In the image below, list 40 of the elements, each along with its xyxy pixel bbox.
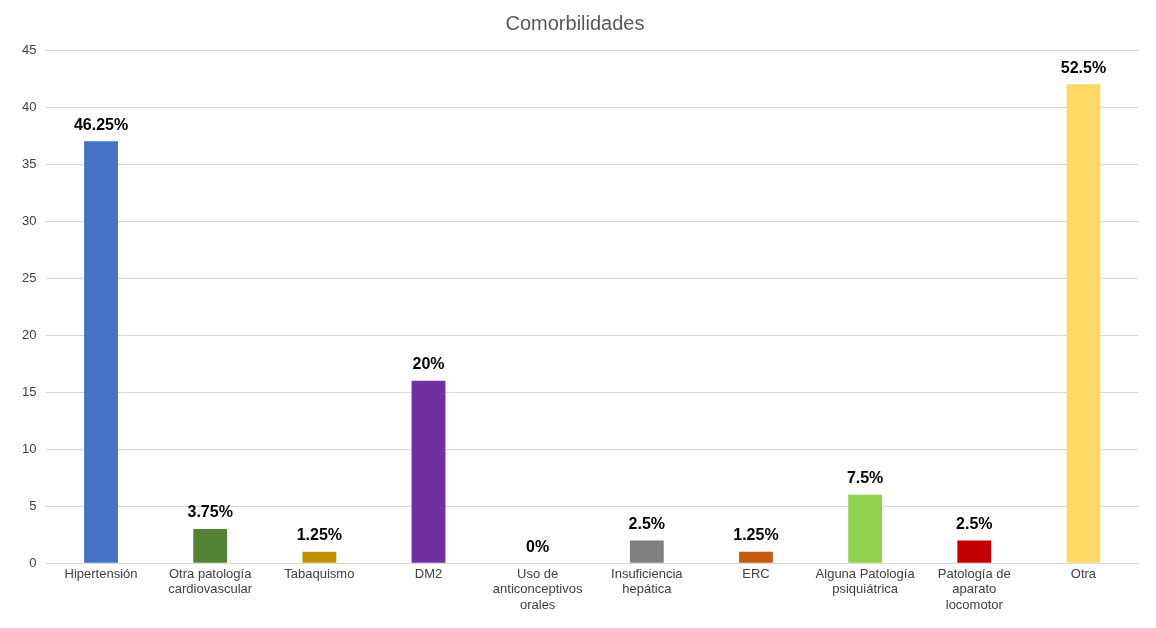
bar	[629, 540, 664, 563]
x-tick-label: Patología de aparato locomotor	[937, 565, 1011, 612]
annotation: 20%	[412, 355, 445, 373]
y-tick-label: 10	[21, 440, 37, 456]
bar	[1066, 84, 1101, 563]
bar	[739, 551, 773, 563]
annotation: 52.5%	[1060, 58, 1107, 76]
bar	[848, 494, 883, 563]
x-tick-label: DM2	[414, 565, 443, 581]
annotation: 1.25%	[296, 526, 343, 544]
y-tick-label: 30	[21, 212, 37, 228]
bar	[957, 540, 992, 563]
x-tick-label: Tabaquismo	[284, 565, 355, 581]
x-tick-label: ERC	[742, 565, 770, 581]
x-tick-label: Otra	[1070, 565, 1097, 581]
y-tick-label: 15	[21, 383, 37, 399]
y-tick-label: 20	[21, 326, 37, 342]
annotation: 46.25%	[73, 115, 129, 133]
annotation: 7.5%	[846, 469, 884, 487]
bar	[84, 141, 118, 563]
chart-title: Comorbilidades	[505, 11, 645, 34]
y-tick-label: 25	[21, 269, 37, 285]
x-tick-label: Uso de anticonceptivos orales	[492, 565, 583, 612]
x-tick-label: Alguna Patología psiquiátrica	[815, 565, 916, 597]
y-tick-label: 35	[21, 155, 37, 171]
y-tick-label: 40	[21, 98, 37, 114]
annotation: 0%	[526, 537, 550, 555]
y-tick-label: 5	[29, 497, 37, 513]
bar	[302, 551, 337, 563]
annotation: 2.5%	[628, 514, 666, 532]
x-tick-label: Hipertensión	[64, 565, 138, 581]
bar	[193, 528, 228, 563]
annotation: 2.5%	[956, 514, 993, 532]
x-tick-label: Otra patología cardiovascular	[168, 565, 253, 597]
x-tick-label: Insuficiencia hepática	[611, 565, 684, 597]
annotation: 1.25%	[733, 526, 779, 544]
annotation: 3.75%	[187, 503, 233, 521]
y-tick-label: 0	[29, 554, 37, 570]
bar	[411, 380, 446, 563]
y-tick-label: 45	[21, 41, 37, 57]
